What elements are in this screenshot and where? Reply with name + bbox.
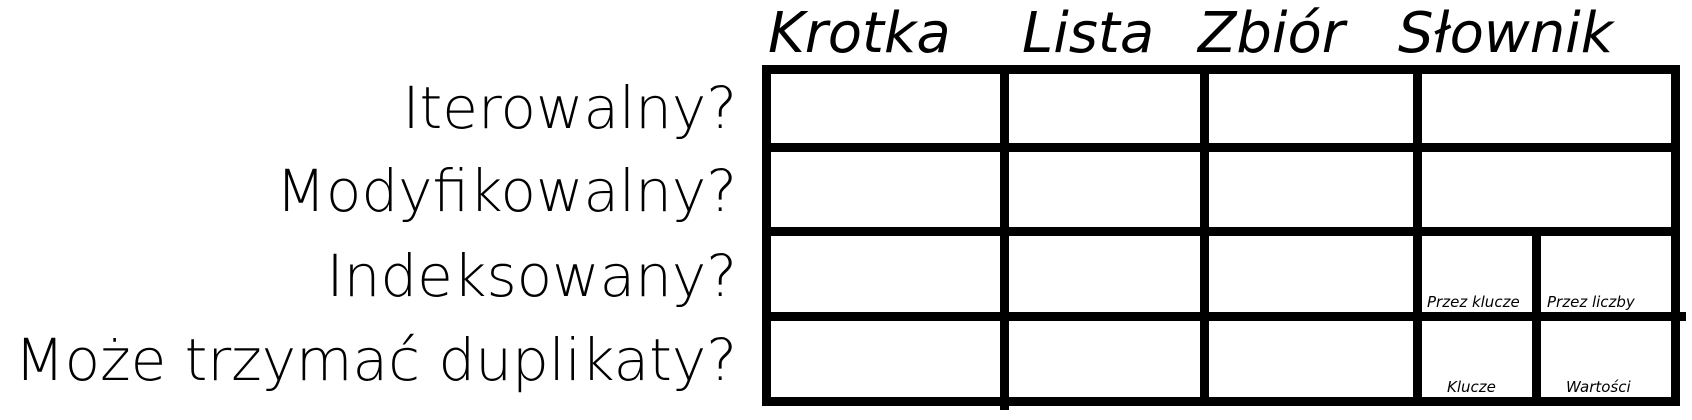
dict-duplicate-values-note: Wartości xyxy=(1566,377,1631,397)
grid-line-right xyxy=(1671,65,1680,406)
grid-line-col-3 xyxy=(1413,65,1422,406)
column-header-tuple: Krotka xyxy=(768,2,951,66)
row-label-iterable: Iterowalny? xyxy=(402,68,737,148)
column-header-dict: Słownik xyxy=(1398,2,1613,66)
column-header-list: Lista xyxy=(1022,2,1154,66)
grid-line-col-2 xyxy=(1200,65,1209,406)
dict-indexed-by-numbers-note: Przez liczby xyxy=(1547,292,1635,312)
grid-line-row-1 xyxy=(762,143,1680,152)
grid-line-left xyxy=(762,65,771,406)
grid-line-col-1 xyxy=(1000,65,1009,410)
row-label-duplicates: Może trzymać duplikaty? xyxy=(15,320,737,400)
grid-line-top xyxy=(762,65,1680,74)
row-label-mutable: Modyfikowalny? xyxy=(276,151,737,231)
row-label-indexed: Indeksowany? xyxy=(326,236,737,316)
dict-duplicate-keys-note: Klucze xyxy=(1447,377,1496,397)
dict-indexed-by-keys-note: Przez klucze xyxy=(1427,292,1520,312)
grid-line-bottom xyxy=(762,397,1680,406)
grid-line-row-3 xyxy=(762,312,1686,321)
column-header-set: Zbiór xyxy=(1198,2,1345,66)
grid-line-row-2 xyxy=(762,227,1680,236)
grid-line-dict-split xyxy=(1532,227,1541,406)
